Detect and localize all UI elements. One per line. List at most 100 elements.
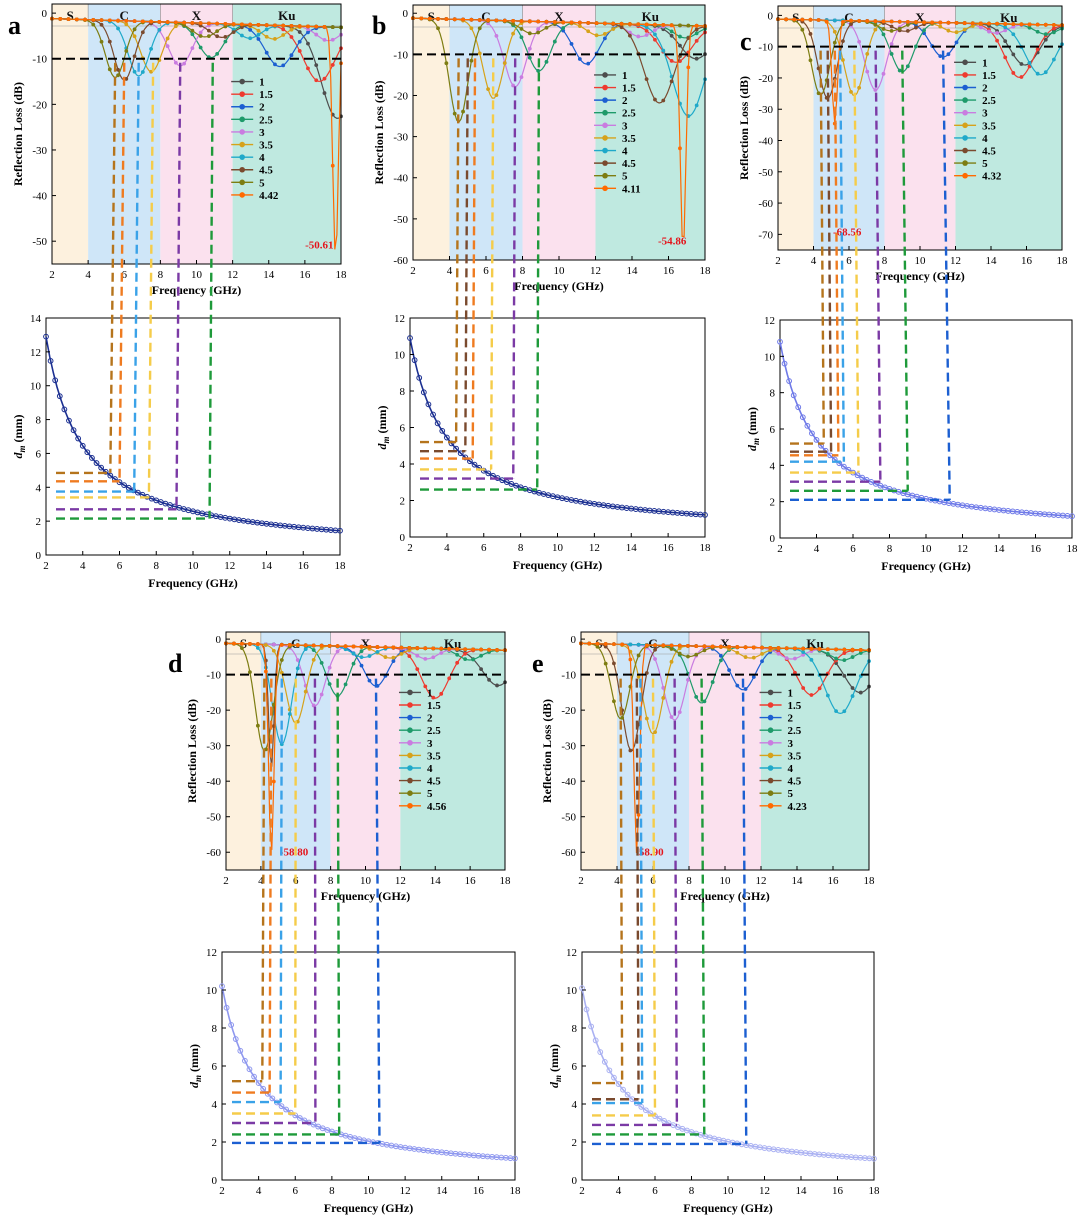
rl-point [644, 28, 649, 33]
guide-vertical [853, 50, 860, 473]
legend-label: 5 [427, 788, 433, 800]
rl-point [469, 17, 474, 22]
rl-point [287, 643, 292, 647]
rl-point [636, 642, 641, 647]
rl-point [335, 649, 340, 654]
rl-point [367, 644, 372, 649]
rl-point [165, 36, 170, 41]
rl-point [970, 24, 975, 28]
rl-point [314, 63, 319, 68]
rl-point [477, 26, 482, 31]
guide-vertical [268, 678, 273, 1093]
rl-point [487, 647, 491, 652]
y-axis-title-unit: (mm) [187, 1044, 201, 1075]
legend-marker [767, 765, 774, 771]
y-tick-label: -40 [758, 136, 773, 148]
rl-point [439, 646, 444, 651]
legend-label: 2 [622, 95, 628, 107]
rl-point [455, 647, 460, 651]
rl-point [677, 651, 682, 656]
x-tick-label: 14 [430, 875, 442, 887]
rl-point [594, 33, 599, 38]
y-tick-label: 0 [216, 634, 222, 646]
dm-point [611, 1074, 617, 1081]
y-tick-label: -60 [758, 198, 773, 210]
rl-point [677, 710, 682, 715]
legend-marker [602, 172, 608, 179]
rl-point [1011, 71, 1016, 75]
rl-point [330, 163, 335, 168]
rl-point [477, 51, 482, 56]
rl-point [881, 32, 886, 37]
band-x [330, 632, 401, 870]
rl-point [669, 643, 674, 648]
dm-point [790, 392, 797, 399]
x-tick-label: 18 [336, 269, 348, 281]
rl-point [273, 36, 277, 41]
rl-point [544, 19, 549, 24]
guide-vertical [673, 678, 679, 1125]
rl-point [905, 28, 910, 33]
rl-point [825, 651, 830, 656]
rl-point [938, 20, 943, 25]
dm-point [337, 527, 343, 534]
rl-point [946, 52, 951, 57]
rl-point [905, 64, 910, 69]
rl-point [415, 646, 420, 650]
rl-point [83, 17, 87, 22]
rl-point [140, 70, 145, 74]
dm-point [237, 1047, 244, 1054]
y-tick-label: 4 [572, 1099, 578, 1111]
y-tick-label: 2 [36, 516, 42, 528]
rl-point [858, 651, 863, 655]
y-tick-label: 10 [30, 381, 42, 393]
band-label: C [120, 8, 129, 23]
rl-point [107, 39, 112, 44]
rl-point [419, 16, 424, 21]
rl-point [1035, 22, 1040, 27]
dm-point [786, 378, 793, 384]
rl-point [922, 20, 926, 25]
rl-point [694, 39, 699, 43]
rl-point [1043, 37, 1048, 42]
rl-point [132, 69, 137, 74]
y-axis-title: dm (mm) [375, 405, 391, 449]
y-tick-label: -70 [758, 229, 773, 241]
guide-vertical [536, 58, 541, 490]
y-axis-title-sub: m [193, 1075, 203, 1082]
rl-point [359, 655, 364, 660]
rl-point [240, 22, 244, 27]
rl-point [857, 18, 862, 23]
rl-point [173, 60, 178, 65]
rl-point [544, 25, 549, 30]
rl-point [463, 647, 468, 652]
x-tick-label: 18 [335, 560, 347, 572]
y-axis-title: Reflection Loss (dB) [185, 699, 199, 803]
rl-point [330, 25, 335, 30]
rl-point [431, 655, 436, 660]
y-axis-title: Reflection Loss (dB) [11, 82, 25, 186]
rl-point [107, 67, 112, 72]
y-tick-label: -30 [393, 132, 408, 144]
dm-point [871, 1155, 877, 1162]
x-tick-label: 6 [117, 560, 123, 572]
dm-point [471, 461, 478, 468]
rl-point [431, 646, 436, 651]
rl-point [586, 20, 591, 25]
rl-point [495, 648, 499, 652]
y-tick-label: -30 [561, 741, 576, 753]
rl-point [182, 61, 187, 66]
rl-point [628, 657, 633, 662]
rl-point [256, 22, 261, 27]
dm-point [107, 472, 114, 479]
rl-point [595, 644, 600, 649]
x-tick-label: 2 [579, 1185, 585, 1197]
rl-point [367, 678, 372, 683]
rl-point [240, 33, 244, 38]
legend-label: 1 [788, 687, 794, 699]
rl-point [718, 658, 723, 663]
x-axis-title: Frequency (GHz) [324, 1201, 413, 1215]
y-axis-title-unit: (mm) [11, 414, 25, 445]
band-label: C [291, 636, 300, 651]
